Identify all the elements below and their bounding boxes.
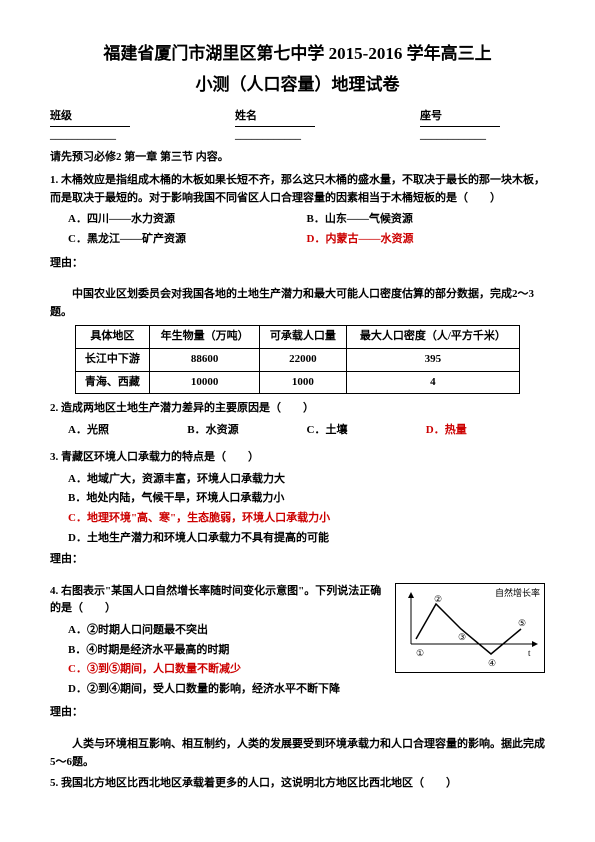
q2-opt-d: D．热量: [426, 422, 545, 440]
td-r1c3: 22000: [260, 348, 346, 371]
intro-q23: 中国农业区划委员会对我国各地的土地生产潜力和最大可能人口密度估算的部分数据，完成…: [50, 286, 545, 321]
q2-opt-b: B．水资源: [187, 422, 306, 440]
table-header: 具体地区 年生物量（万吨） 可承载人口量 最大人口密度（人/平方千米）: [75, 326, 520, 349]
q2-opt-a: A．光照: [68, 422, 187, 440]
q4-reason: 理由：: [50, 704, 545, 722]
growth-rate-chart: 自然增长率 ① ② ③ ④ ⑤ t: [395, 583, 545, 673]
q1-reason: 理由：: [50, 255, 545, 273]
q1-opt-d: D．内蒙古——水资源: [307, 231, 546, 249]
td-r2c4: 4: [346, 371, 520, 394]
question-1: 1. 木桶效应是指组成木桶的木板如果长短不齐，那么这只木桶的盛水量，不取决于最长…: [50, 172, 545, 207]
q2-options: A．光照 B．水资源 C．土壤 D．热量: [50, 422, 545, 442]
td-r2c2: 10000: [150, 371, 260, 394]
q2-opt-c: C．土壤: [307, 422, 426, 440]
q1-opt-b: B．山东——气候资源: [307, 211, 546, 229]
svg-text:③: ③: [458, 632, 466, 642]
student-info-line: 班级____________ 姓名____________ 座号________…: [50, 108, 545, 144]
seat-label: 座号: [420, 108, 500, 127]
th-2: 年生物量（万吨）: [150, 326, 260, 349]
page-title-1: 福建省厦门市湖里区第七中学 2015-2016 学年高三上: [50, 40, 545, 67]
q4-num: 4.: [50, 585, 58, 597]
q1-num: 1.: [50, 174, 58, 186]
page-title-2: 小测（人口容量）地理试卷: [50, 71, 545, 98]
question-2: 2. 造成两地区土地生产潜力差异的主要原因是（ ）: [50, 400, 545, 418]
th-1: 具体地区: [75, 326, 149, 349]
table-row: 青海、西藏 10000 1000 4: [75, 371, 520, 394]
q3-opt-c: C．地理环境"高、寒"，生态脆弱，环境人口承载力小: [50, 510, 545, 528]
q3-opt-a: A．地域广大，资源丰富，环境人口承载力大: [50, 471, 545, 489]
question-3: 3. 青藏区环境人口承载力的特点是（ ）: [50, 449, 545, 467]
td-r2c1: 青海、西藏: [75, 371, 149, 394]
q1-opt-c: C．黑龙江——矿产资源: [68, 231, 307, 249]
td-r1c2: 88600: [150, 348, 260, 371]
q2-num: 2.: [50, 402, 58, 414]
q5-text: 我国北方地区比西北地区承载着更多的人口，这说明北方地区比西北地区（ ）: [61, 777, 457, 789]
td-r1c1: 长江中下游: [75, 348, 149, 371]
q1-opt-a: A．四川——水力资源: [68, 211, 307, 229]
table-row: 长江中下游 88600 22000 395: [75, 348, 520, 371]
data-table: 具体地区 年生物量（万吨） 可承载人口量 最大人口密度（人/平方千米） 长江中下…: [75, 325, 521, 394]
q5-num: 5.: [50, 777, 58, 789]
q1-options: A．四川——水力资源 B．山东——气候资源 C．黑龙江——矿产资源 D．内蒙古—…: [50, 211, 545, 250]
name-label: 姓名: [235, 108, 315, 127]
th-4: 最大人口密度（人/平方千米）: [346, 326, 520, 349]
intro-q56: 人类与环境相互影响、相互制约，人类的发展要受到环境承载力和人口合理容量的影响。据…: [50, 736, 545, 771]
td-r1c4: 395: [346, 348, 520, 371]
th-3: 可承载人口量: [260, 326, 346, 349]
q4-text: 右图表示"某国人口自然增长率随时间变化示意图"。下列说法正确的是（ ）: [50, 585, 381, 615]
svg-text:①: ①: [416, 648, 424, 658]
question-5: 5. 我国北方地区比西北地区承载着更多的人口，这说明北方地区比西北地区（ ）: [50, 775, 545, 793]
q3-opt-d: D．土地生产潜力和环境人口承载力不具有提高的可能: [50, 530, 545, 548]
class-label: 班级: [50, 108, 130, 127]
q4-opt-d: D．②到④期间，受人口数量的影响，经济水平不断下降: [50, 681, 545, 699]
svg-text:④: ④: [488, 658, 496, 668]
td-r2c3: 1000: [260, 371, 346, 394]
q3-opt-b: B．地处内陆，气候干旱，环境人口承载力小: [50, 490, 545, 508]
q3-text: 青藏区环境人口承载力的特点是（ ）: [61, 451, 259, 463]
q3-reason: 理由：: [50, 551, 545, 569]
q3-num: 3.: [50, 451, 58, 463]
q2-text: 造成两地区土地生产潜力差异的主要原因是（ ）: [61, 402, 314, 414]
q1-text: 木桶效应是指组成木桶的木板如果长短不齐，那么这只木桶的盛水量，不取决于最长的那一…: [50, 174, 545, 204]
preview-note: 请先预习必修2 第一章 第三节 内容。: [50, 149, 545, 167]
chart-y-label: 自然增长率: [495, 586, 540, 600]
svg-text:⑤: ⑤: [518, 618, 526, 628]
svg-text:②: ②: [434, 594, 442, 604]
axis-x-label: t: [528, 648, 531, 658]
